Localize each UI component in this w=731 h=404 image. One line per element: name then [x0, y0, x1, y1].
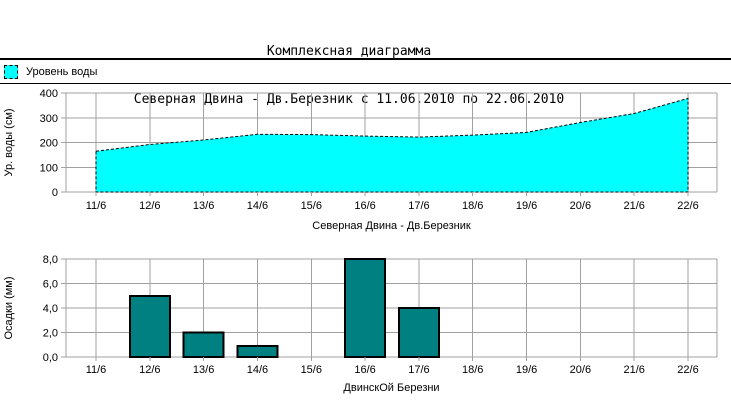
legend-label: Уровень воды [26, 66, 98, 78]
precip-bar [397, 307, 440, 358]
y-tick-label: 0 [52, 187, 58, 199]
y-tick-label: 4,0 [43, 303, 58, 315]
x-tick-label: 12/6 [139, 200, 160, 212]
x-tick-label: 19/6 [516, 364, 537, 376]
y-tick-label: 300 [40, 113, 58, 125]
precip-bar [182, 331, 225, 358]
x-tick-label: 21/6 [623, 200, 644, 212]
y-tick-label: 2,0 [43, 328, 58, 340]
y-tick-label: 0,0 [43, 352, 58, 364]
x-tick-label: 14/6 [247, 364, 268, 376]
y-tick-label: 400 [40, 88, 58, 100]
y-tick-label: 8,0 [43, 254, 58, 266]
x-tick-label: 17/6 [408, 200, 429, 212]
x-axis-title: ДвинскОй Березни [343, 382, 439, 394]
x-tick-label: 15/6 [301, 200, 322, 212]
y-tick-label: 200 [40, 138, 58, 150]
x-tick-label: 22/6 [677, 200, 698, 212]
water-level-chart: 0 100 200 300 400 11/6 12/6 13/6 14/6 15/6 16/6 17/… [3, 88, 718, 232]
precip-bar [128, 294, 171, 359]
x-tick-label: 18/6 [462, 364, 483, 376]
precip-bar [344, 258, 387, 358]
x-tick-label: 12/6 [139, 364, 160, 376]
x-tick-label: 22/6 [677, 364, 698, 376]
x-tick-label: 13/6 [193, 200, 214, 212]
y-axis-title: Осадки (мм) [3, 276, 15, 339]
y-tick-label: 6,0 [43, 279, 58, 291]
precip-bar [236, 345, 279, 358]
x-tick-label: 18/6 [462, 200, 483, 212]
x-tick-label: 15/6 [301, 364, 322, 376]
separator-legend-bottom [0, 83, 731, 84]
x-tick-label: 19/6 [516, 200, 537, 212]
x-tick-label: 17/6 [408, 364, 429, 376]
precipitation-chart: 0,0 2,0 4,0 6,0 8,0 11/6 12/6 13/6 14/6 15/6 16/6 1… [3, 254, 718, 394]
x-axis-title: Северная Двина - Дв.Березник [312, 220, 471, 232]
y-tick-label: 100 [40, 162, 58, 174]
bar-plot: 0,0 2,0 4,0 6,0 8,0 11/6 12/6 13/6 14/6 15/6 16/6 1… [3, 254, 718, 394]
y-axis-title: Ур. воды (см) [3, 108, 15, 176]
x-tick-label: 13/6 [193, 364, 214, 376]
x-tick-label: 16/6 [354, 200, 375, 212]
x-tick-label: 20/6 [570, 364, 591, 376]
water-level-area [95, 97, 689, 193]
separator-top [0, 58, 731, 60]
x-tick-label: 20/6 [570, 200, 591, 212]
x-tick-label: 16/6 [354, 364, 375, 376]
x-tick-label: 11/6 [86, 364, 107, 376]
x-tick-label: 14/6 [247, 200, 268, 212]
x-tick-label: 11/6 [86, 200, 107, 212]
legend: Уровень воды [4, 65, 97, 79]
title-line-1: Комплексная диаграмма [266, 44, 432, 59]
water-level-legend-swatch-icon [4, 65, 18, 79]
x-tick-label: 21/6 [623, 364, 644, 376]
area-plot: 0 100 200 300 400 11/6 12/6 13/6 14/6 15/6 16/6 17/… [3, 88, 718, 232]
